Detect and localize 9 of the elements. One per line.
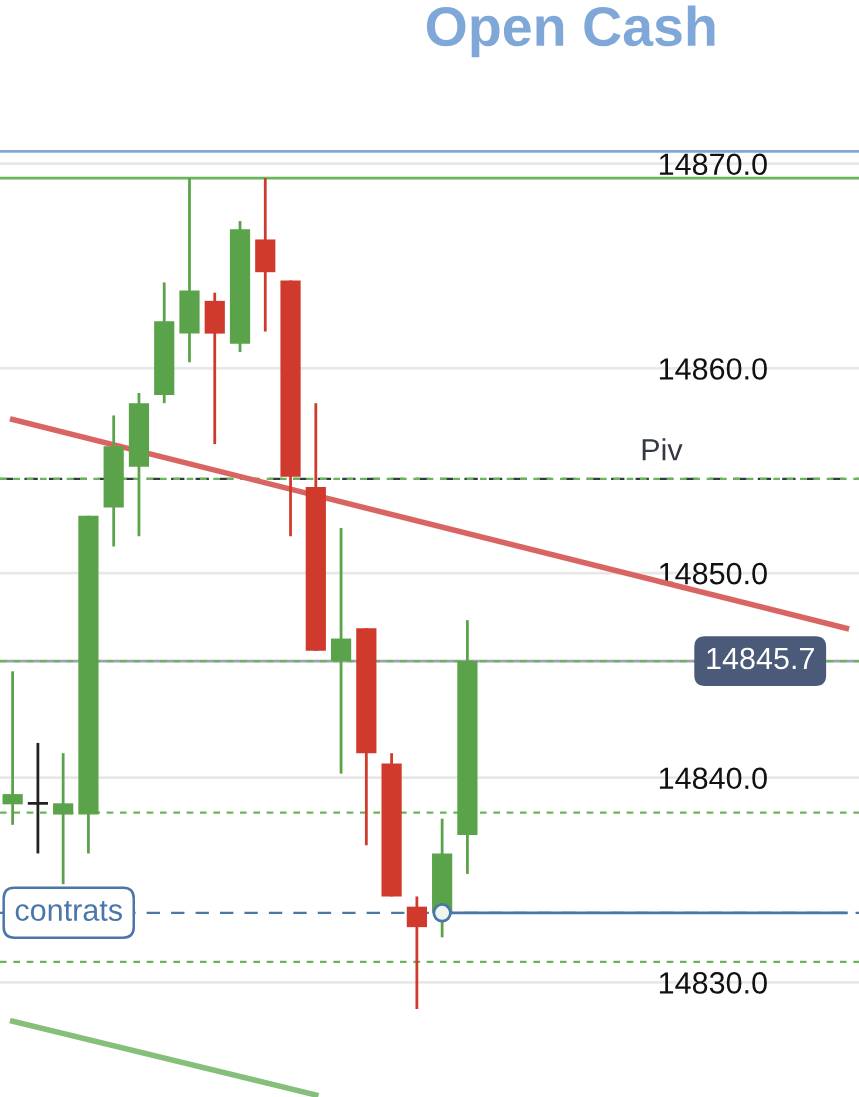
y-tick-label: 14830.0 xyxy=(659,972,767,994)
y-tick-label: 14860.0 xyxy=(659,358,767,380)
y-tick-label: 14840.0 xyxy=(659,767,767,790)
ref-line-label: Piv xyxy=(642,438,683,461)
ref-line-label: contrats xyxy=(15,900,122,921)
ref-line-label: 14845.7 xyxy=(707,647,814,670)
y-tick-label: 14870.0 xyxy=(659,153,767,176)
y-tick-label: 14850.0 xyxy=(659,562,767,585)
chart-title: Open Cash xyxy=(426,5,715,58)
